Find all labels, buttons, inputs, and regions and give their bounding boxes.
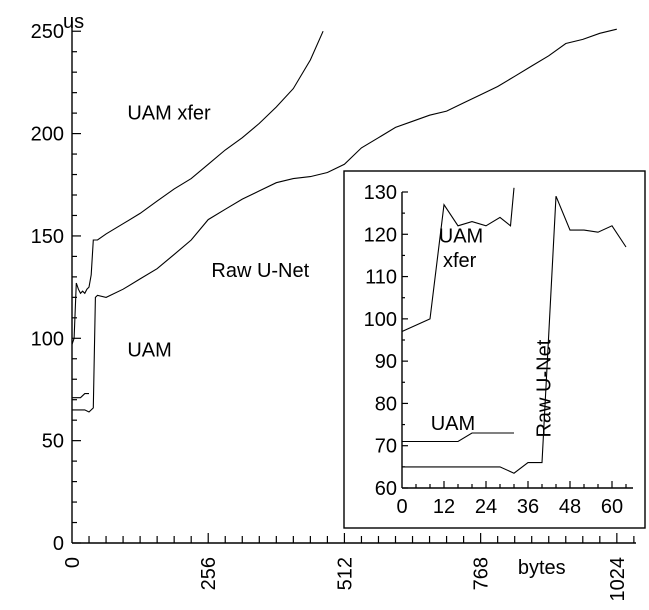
- y-tick-label: 100: [31, 328, 64, 350]
- series-line-uam: [72, 393, 89, 399]
- inset-y-tick-label: 120: [364, 224, 397, 246]
- y-tick-label: 250: [31, 21, 64, 43]
- inset-y-tick-label: 80: [375, 393, 397, 415]
- series-group: [71, 28, 617, 413]
- inset-axis-ticks: 60 70 80 90 100 110 120 130 0 12 24 36 48 60: [364, 182, 627, 518]
- inset-annotation-uam-xfer: xfer: [443, 250, 477, 272]
- inset-annotation-raw-unet: Raw U-Net: [534, 339, 556, 437]
- inset-frame: [343, 170, 646, 529]
- annotation-uam: UAM: [127, 340, 171, 362]
- x-tick-label: 512: [334, 557, 356, 590]
- inset-annotation-uam-xfer: UAM: [439, 226, 483, 248]
- inset-y-tick-label: 60: [375, 478, 397, 500]
- inset-x-tick-label: 48: [559, 496, 581, 518]
- inset-series-line-raw-u-net: [402, 195, 627, 474]
- main-chart: 0 50 100 150 200 250 0 256 512 768 1024 bytes us U…: [31, 11, 636, 602]
- inset-series-group: [401, 187, 627, 474]
- inset-series-line-uam: [402, 432, 514, 443]
- x-axis-label: bytes: [518, 557, 566, 579]
- inset-x-tick-label: 36: [517, 496, 539, 518]
- inset-x-tick-label: 60: [601, 496, 623, 518]
- axis-ticks: 0 50 100 150 200 250 0 256 512 768 1024: [31, 21, 635, 602]
- inset-x-tick-label: 24: [475, 496, 497, 518]
- x-tick-label: 768: [471, 557, 493, 590]
- inset-y-tick-label: 110: [365, 267, 397, 289]
- y-tick-label: 0: [53, 533, 64, 555]
- inset-annotation-uam: UAM: [431, 413, 475, 435]
- x-tick-label: 256: [198, 557, 220, 590]
- annotation-uam-xfer: UAM xfer: [127, 102, 211, 124]
- series-line-uam-xfer: [71, 30, 324, 345]
- inset-y-tick-label: 70: [375, 436, 397, 458]
- inset-x-tick-label: 0: [396, 496, 407, 518]
- y-tick-label: 200: [31, 124, 64, 146]
- y-tick-label: 150: [31, 226, 64, 248]
- inset-series-line-uam-xfer: [401, 187, 515, 333]
- inset-y-tick-label: 90: [375, 351, 397, 373]
- x-tick-label: 1024: [607, 557, 629, 602]
- inset-y-tick-label: 130: [364, 182, 397, 204]
- inset-chart: 60 70 80 90 100 110 120 130 0 12 24 36 48 60 UAM xfer…: [343, 170, 646, 529]
- y-tick-label: 50: [42, 431, 64, 453]
- inset-y-tick-label: 100: [364, 309, 397, 331]
- annotation-raw-unet: Raw U-Net: [211, 260, 309, 282]
- inset-x-tick-label: 12: [433, 496, 455, 518]
- series-line-raw-u-net: [72, 28, 617, 413]
- x-tick-label: 0: [62, 557, 84, 568]
- y-axis-label: us: [63, 11, 84, 33]
